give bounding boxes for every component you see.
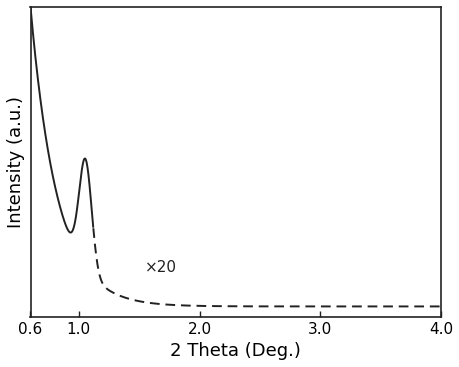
X-axis label: 2 Theta (Deg.): 2 Theta (Deg.) [170, 342, 301, 360]
Text: ×20: ×20 [145, 260, 177, 275]
Y-axis label: Intensity (a.u.): Intensity (a.u.) [7, 96, 25, 228]
